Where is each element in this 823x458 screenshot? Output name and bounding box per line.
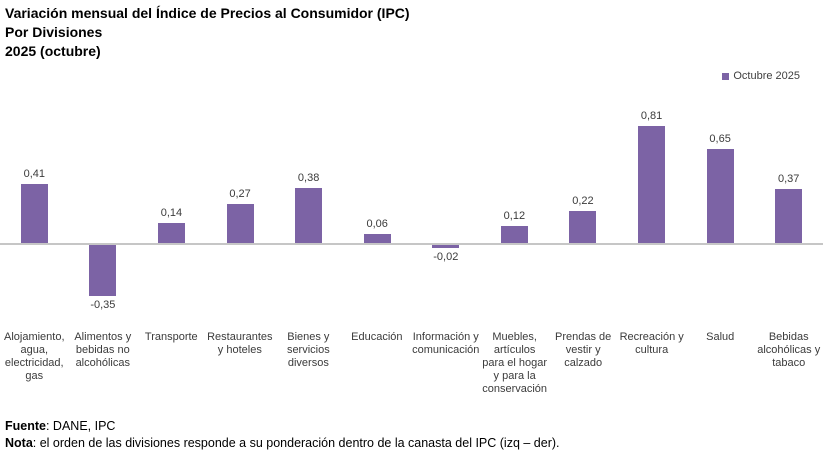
value-label-7: 0,12 (503, 209, 526, 222)
value-label-2: 0,14 (160, 206, 183, 219)
bar-4 (295, 187, 323, 243)
bar-2 (157, 222, 185, 243)
value-label-6: -0,02 (433, 250, 459, 263)
chart-title-line-1: Variación mensual del Índice de Precios … (5, 5, 410, 21)
bar-7 (500, 225, 528, 243)
chart-title: Variación mensual del Índice de Precios … (5, 4, 410, 61)
category-label-9: Recreación y cultura (619, 331, 684, 356)
bar-10 (706, 148, 734, 243)
category-label-2: Transporte (144, 331, 198, 343)
category-label-8: Prendas de vestir y calzado (555, 331, 612, 369)
bar-0 (20, 183, 48, 243)
category-label-0: Alojamiento, agua, electricidad, gas (3, 331, 65, 382)
value-label-1: -0,35 (90, 298, 116, 311)
legend-label: Octubre 2025 (733, 70, 800, 82)
value-label-8: 0,22 (572, 195, 594, 208)
note-text: : el orden de las divisiones responde a … (32, 436, 560, 450)
footer: Fuente: DANE, IPC Nota: el orden de las … (5, 418, 560, 452)
bar-8 (569, 211, 597, 243)
value-label-0: 0,41 (23, 167, 45, 180)
value-label-4: 0,38 (297, 171, 320, 184)
bar-6 (432, 245, 460, 248)
category-label-4: Bienes y servicios diversos (286, 331, 330, 369)
category-label-7: Muebles, artículos para el hogar y para … (482, 331, 548, 395)
note-line: Nota: el orden de las divisiones respond… (5, 435, 560, 452)
legend-swatch-icon (722, 72, 730, 80)
category-label-5: Educación (351, 331, 403, 343)
source-text: : DANE, IPC (45, 419, 116, 433)
category-label-3: Restaurantes y hoteles (207, 331, 273, 356)
chart-title-line-2: Por Divisiones (5, 24, 103, 40)
chart-title-line-3: 2025 (octubre) (5, 43, 101, 59)
category-axis: Alojamiento, agua, electricidad, gas Alim… (0, 331, 823, 396)
bar-11 (775, 189, 803, 243)
bar-3 (226, 203, 254, 243)
category-label-10: Salud (706, 331, 735, 343)
legend: Octubre 2025 (722, 70, 800, 82)
value-label-10: 0,65 (709, 132, 731, 145)
source-line: Fuente: DANE, IPC (5, 418, 560, 435)
bar-5 (363, 234, 391, 243)
value-label-9: 0,81 (640, 109, 663, 122)
category-label-6: Información y comunicación (412, 331, 480, 356)
category-label-1: Alimentos y bebidas no alcohólicas (74, 331, 132, 369)
source-label: Fuente (5, 419, 46, 433)
value-label-3: 0,27 (229, 187, 251, 200)
value-label-5: 0,06 (366, 218, 388, 231)
value-label-11: 0,37 (777, 173, 800, 186)
category-label-11: Bebidas alcohólicas y tabaco (757, 331, 821, 369)
bar-9 (638, 125, 666, 243)
bar-1 (89, 245, 117, 296)
x-axis-baseline (0, 243, 823, 245)
note-label: Nota (5, 436, 33, 450)
